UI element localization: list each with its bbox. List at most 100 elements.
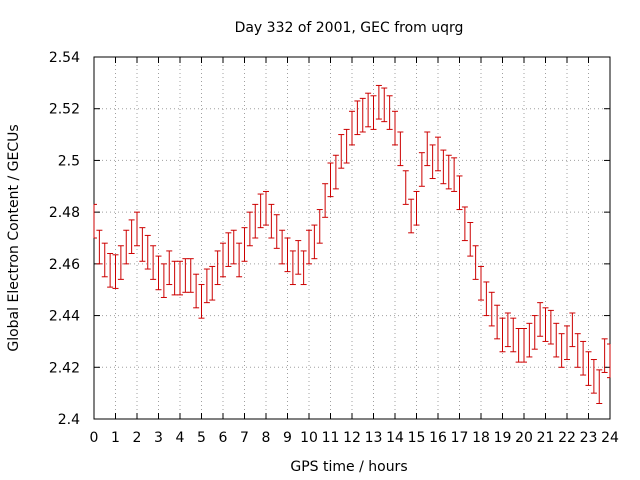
- error-bar-point: [558, 333, 565, 368]
- error-bar-point: [585, 351, 592, 386]
- error-bar-point: [128, 219, 135, 255]
- error-bar-point: [370, 95, 377, 130]
- x-tick-label: 10: [300, 430, 318, 446]
- x-tick-label: 5: [197, 430, 206, 446]
- error-bar-point: [93, 203, 97, 239]
- error-bar-point: [451, 157, 458, 192]
- error-bar-point: [241, 227, 248, 262]
- error-bar-point: [607, 343, 611, 379]
- error-bar-point: [230, 229, 237, 265]
- error-bar-point: [96, 229, 103, 265]
- x-tick-label: 2: [133, 430, 142, 446]
- error-bar-point: [354, 100, 361, 136]
- error-bar-point: [440, 149, 447, 185]
- error-bar-point: [182, 258, 189, 293]
- error-bar-point: [198, 284, 205, 319]
- error-bar-point: [467, 221, 474, 257]
- error-bar-point: [418, 152, 425, 187]
- x-tick-label: 20: [515, 430, 533, 446]
- y-tick-label: 2.4: [58, 412, 80, 428]
- error-bar-point: [456, 175, 463, 211]
- error-bar-point: [564, 325, 570, 361]
- error-bar-point: [483, 281, 490, 317]
- x-tick-label: 8: [262, 430, 271, 446]
- error-bar-point: [494, 304, 501, 340]
- error-bar-point: [171, 260, 178, 296]
- x-tick-label: 1: [111, 430, 120, 446]
- x-tick-label: 17: [451, 430, 469, 446]
- error-bar-point: [252, 203, 259, 239]
- error-bar-point: [193, 273, 200, 309]
- x-tick-label: 0: [90, 430, 99, 446]
- error-bar-point: [601, 338, 608, 373]
- error-bar-point: [209, 265, 216, 301]
- error-bar-point: [268, 203, 275, 239]
- x-axis-label: GPS time / hours: [290, 459, 407, 475]
- error-bar-point: [300, 250, 307, 286]
- error-bar-point: [332, 154, 339, 190]
- error-bar-point: [349, 110, 355, 146]
- error-bar-point: [343, 128, 350, 164]
- error-bar-point: [375, 84, 382, 120]
- error-bar-point: [311, 224, 318, 260]
- error-bar-point: [284, 237, 291, 273]
- error-bar-point: [246, 211, 253, 247]
- x-tick-label: 12: [343, 430, 361, 446]
- x-tick-label: 22: [558, 430, 576, 446]
- error-bar-point: [435, 136, 441, 172]
- error-bar-point: [101, 242, 108, 278]
- x-tick-label: 24: [601, 430, 619, 446]
- error-bar-point: [580, 340, 587, 376]
- error-bar-point: [295, 240, 302, 275]
- error-bar-point: [515, 328, 522, 363]
- error-bar-point: [445, 154, 452, 190]
- error-bar-point: [257, 193, 264, 229]
- error-bar-point: [381, 87, 388, 123]
- x-tick-label: 13: [365, 430, 383, 446]
- error-bar-point: [424, 131, 431, 167]
- error-bar-point: [461, 206, 468, 242]
- error-bar-point: [306, 229, 312, 265]
- error-bar-point: [327, 162, 334, 198]
- error-bar-point: [553, 322, 560, 358]
- error-bar-point: [590, 359, 597, 394]
- error-bar-point: [521, 328, 527, 363]
- x-tick-label: 18: [472, 430, 490, 446]
- x-tick-label: 3: [154, 430, 163, 446]
- error-bar-point: [203, 268, 210, 304]
- error-bar-point: [504, 312, 511, 348]
- error-bar-point: [279, 229, 286, 265]
- x-tick-labels: 0 1 2 3 4 5 6 7 8 9 10 11 12 13 14 15 16 17 18 19 20 21 22 23 24: [90, 430, 619, 446]
- y-tick-label: 2.44: [49, 309, 80, 325]
- error-bar-point: [359, 97, 366, 133]
- error-bar-point: [187, 258, 194, 293]
- x-tick-label: 11: [322, 430, 340, 446]
- error-bar-point: [139, 227, 146, 262]
- error-bar-point: [322, 183, 329, 218]
- error-bar-point: [220, 242, 226, 278]
- x-tick-label: 19: [494, 430, 512, 446]
- error-bar-point: [472, 245, 479, 280]
- error-bars: [93, 84, 611, 404]
- error-bar-point: [225, 232, 232, 267]
- error-bar-point: [413, 190, 420, 226]
- y-tick-label: 2.54: [49, 50, 80, 66]
- error-bar-point: [134, 211, 140, 247]
- error-bar-point: [150, 245, 157, 280]
- error-bar-point: [177, 260, 183, 296]
- y-tick-label: 2.46: [49, 257, 80, 273]
- error-bar-point: [155, 255, 162, 291]
- error-bar-point: [166, 250, 173, 286]
- x-tick-label: 16: [429, 430, 447, 446]
- error-bar-point: [488, 291, 495, 327]
- error-bar-point: [263, 190, 269, 226]
- error-bar-point: [397, 131, 404, 167]
- x-tick-label: 23: [580, 430, 598, 446]
- error-bar-point: [144, 234, 151, 270]
- x-tick-label: 6: [219, 430, 228, 446]
- error-bar-point: [499, 317, 506, 353]
- error-bar-point: [574, 333, 581, 368]
- error-bar-point: [547, 309, 554, 345]
- y-axis-label: Global Electron Content / GECUs: [6, 124, 22, 351]
